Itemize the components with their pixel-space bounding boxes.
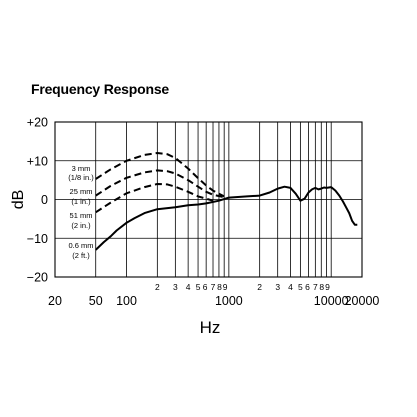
series-label: (1 in.) — [71, 197, 91, 206]
x-tick-label: 20 — [48, 294, 62, 308]
x-minor-tick-label: 7 — [211, 282, 216, 292]
series-line — [95, 183, 214, 214]
plot-frame — [54, 121, 363, 278]
series-line — [95, 152, 225, 198]
x-minor-tick-label: 8 — [217, 282, 222, 292]
x-minor-tick-label: 9 — [325, 282, 330, 292]
x-minor-tick-label: 7 — [313, 282, 318, 292]
x-minor-tick-label: 2 — [257, 282, 262, 292]
x-minor-tick-label: 3 — [275, 282, 280, 292]
y-tick-label: −10 — [27, 232, 48, 246]
series-label: (1/8 in.) — [68, 173, 94, 182]
x-minor-tick-label: 5 — [298, 282, 303, 292]
x-minor-tick-label: 6 — [203, 282, 208, 292]
y-tick-label: 0 — [41, 193, 48, 207]
x-minor-tick-label: 8 — [319, 282, 324, 292]
series-label: (2 in.) — [71, 221, 91, 230]
y-tick-label: +10 — [27, 154, 48, 168]
x-minor-tick-label: 2 — [155, 282, 160, 292]
y-tick-label: −20 — [27, 271, 48, 285]
x-minor-tick-label: 6 — [305, 282, 310, 292]
x-tick-label: 100 — [116, 294, 137, 308]
x-tick-label: 10000 — [314, 294, 349, 308]
y-tick-label: +20 — [27, 116, 48, 130]
series-line — [95, 185, 358, 251]
series-label: 3 mm — [72, 164, 91, 173]
x-minor-tick-label: 4 — [288, 282, 293, 292]
series-label: (2 ft.) — [72, 251, 90, 260]
series-line — [95, 169, 225, 199]
series-label: 51 mm — [70, 211, 93, 220]
series-label: 0.6 mm — [68, 241, 93, 250]
x-axis-title: Hz — [200, 318, 221, 337]
x-tick-label: 50 — [89, 294, 103, 308]
y-axis-title: dB — [10, 190, 27, 210]
series-label: 25 mm — [70, 187, 93, 196]
x-minor-tick-label: 5 — [196, 282, 201, 292]
x-minor-tick-label: 4 — [186, 282, 191, 292]
x-minor-tick-label: 3 — [173, 282, 178, 292]
x-tick-label: 20000 — [345, 294, 380, 308]
x-tick-label: 1000 — [215, 294, 243, 308]
x-minor-tick-label: 9 — [223, 282, 228, 292]
chart-title: Frequency Response — [31, 81, 169, 97]
